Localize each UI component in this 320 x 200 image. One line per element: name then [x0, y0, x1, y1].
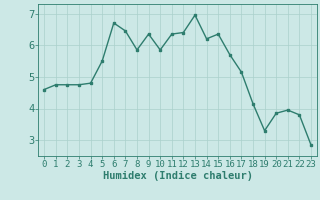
X-axis label: Humidex (Indice chaleur): Humidex (Indice chaleur) — [103, 171, 252, 181]
